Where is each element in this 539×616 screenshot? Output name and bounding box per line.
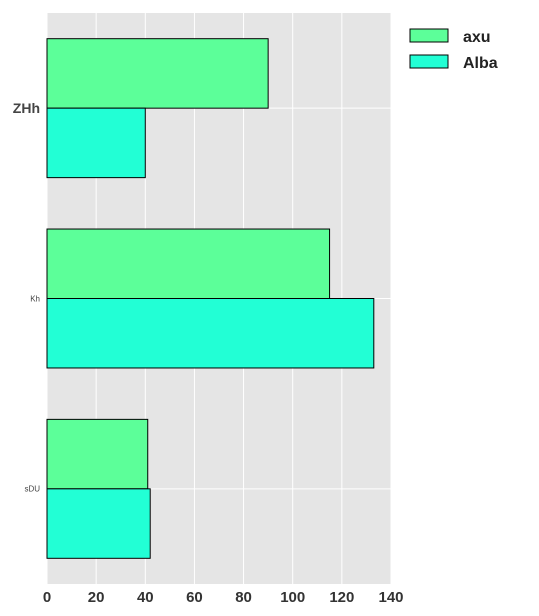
bar-alba-kh [46,298,375,369]
bar-alba-sdu [46,488,151,559]
y-tick-labels: ZHh Kh sDU [13,100,40,494]
x-tick-label: 60 [186,589,203,606]
x-tick-label: 80 [235,589,252,606]
y-tick-label: sDU [24,485,40,494]
legend-swatch-axu [409,28,449,43]
bar-axu-sdu [46,418,149,490]
legend-label-axu: axu [463,29,491,46]
bar-alba-zhh [46,107,146,179]
x-tick-label: 100 [280,589,305,606]
legend: axu Alba [409,28,498,72]
x-tick-label: 20 [88,589,105,606]
x-tick-label: 120 [329,589,354,606]
legend-swatch-alba [409,54,449,69]
x-tick-label: 0 [43,589,51,606]
bars [46,38,375,559]
bar-axu-kh [46,228,331,299]
x-tick-labels: 0 20 40 60 80 100 120 140 [43,589,404,606]
legend-label-alba: Alba [463,55,498,72]
x-tick-label: 40 [137,589,154,606]
y-tick-label: Kh [30,294,40,303]
x-tick-label: 140 [378,589,403,606]
y-tick-label: ZHh [13,100,40,116]
bar-axu-zhh [46,38,269,109]
